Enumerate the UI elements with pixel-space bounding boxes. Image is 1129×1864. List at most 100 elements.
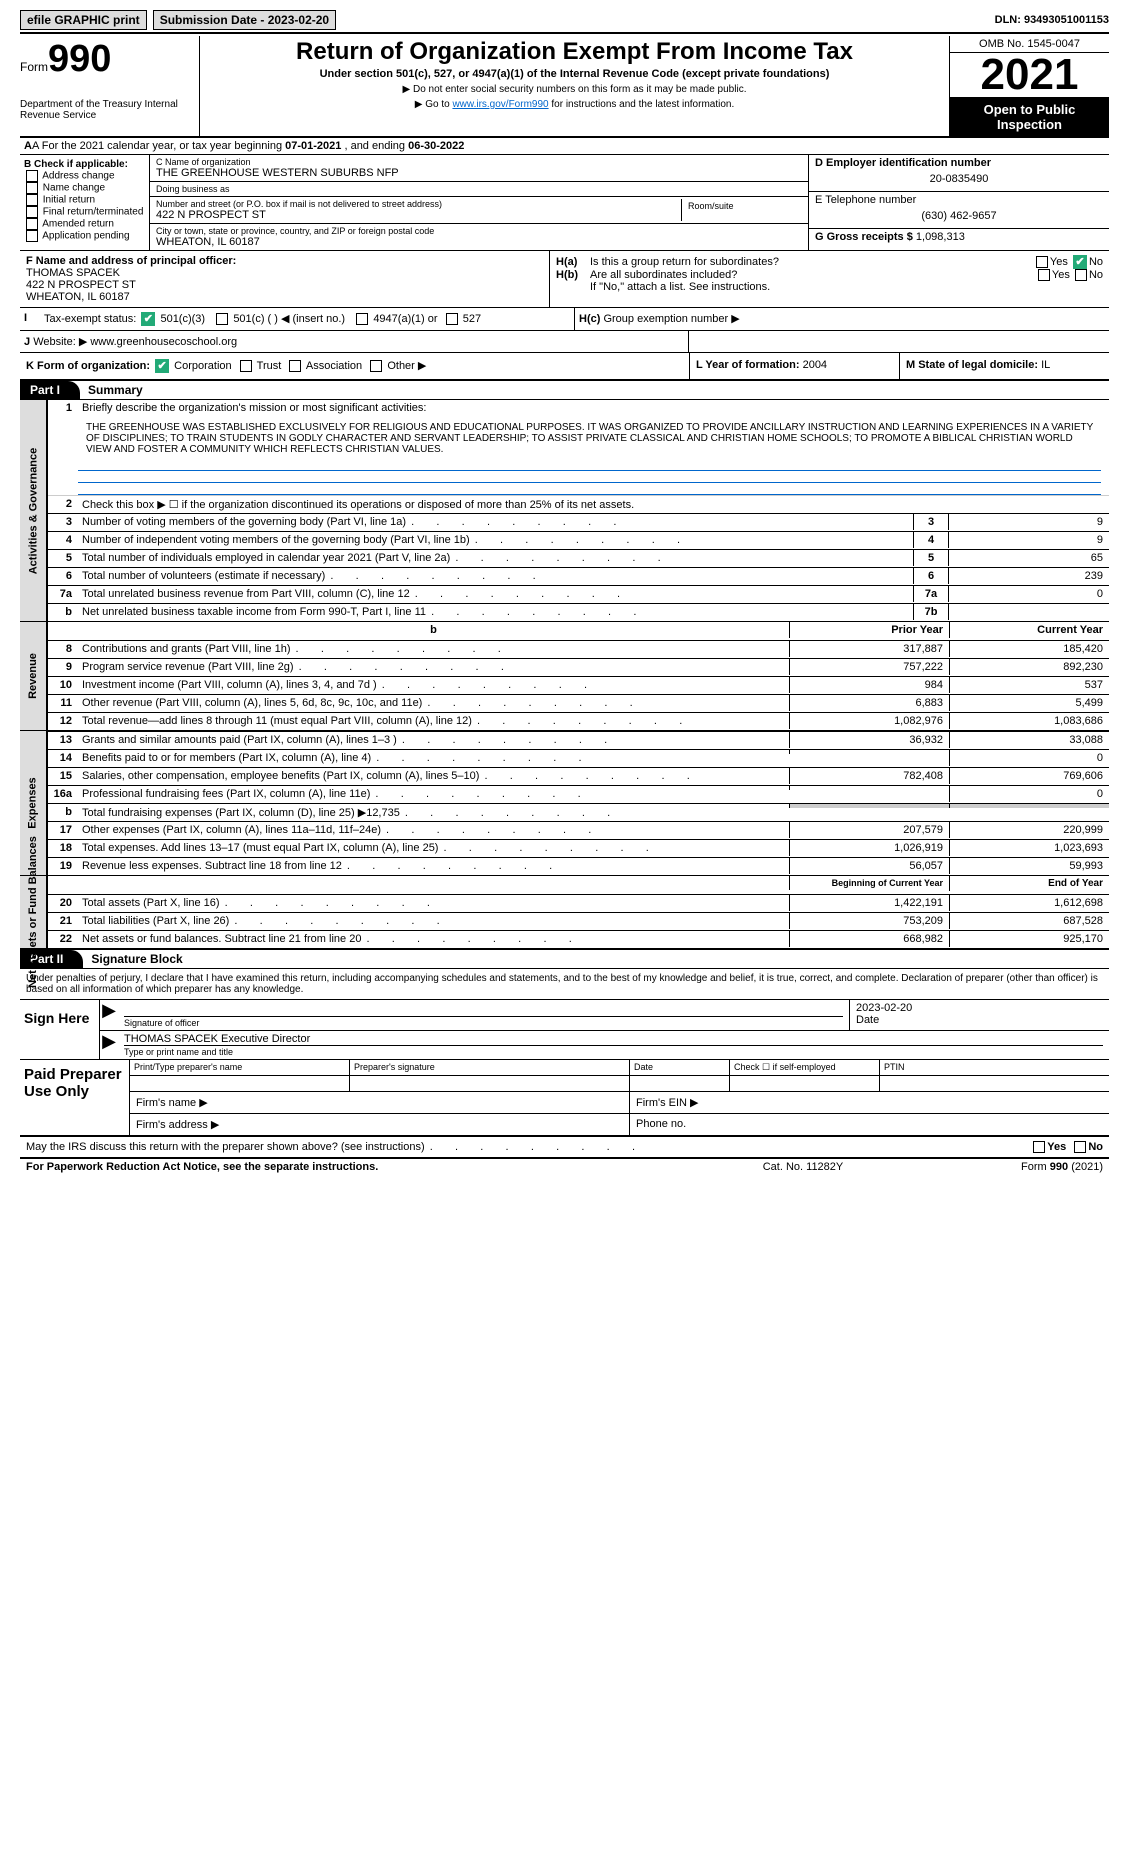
- chk-app-pending[interactable]: Application pending: [24, 230, 145, 242]
- table-row: 15Salaries, other compensation, employee…: [48, 767, 1109, 785]
- table-row: 11Other revenue (Part VIII, column (A), …: [48, 694, 1109, 712]
- dln: DLN: 93493051001153: [995, 14, 1109, 26]
- chk-initial-return[interactable]: Initial return: [24, 194, 145, 206]
- ha-no-checked: ✔: [1073, 255, 1087, 269]
- table-row: 18Total expenses. Add lines 13–17 (must …: [48, 839, 1109, 857]
- prep-h3: Date: [630, 1060, 730, 1075]
- col-c-org-info: C Name of organization THE GREENHOUSE WE…: [150, 155, 809, 250]
- ein: 20-0835490: [815, 169, 1103, 189]
- hb-text: Are all subordinates included?: [590, 269, 1036, 281]
- table-row: 12Total revenue—add lines 8 through 11 (…: [48, 712, 1109, 730]
- paid-preparer-label: Paid Preparer Use Only: [20, 1060, 130, 1135]
- ein-label: D Employer identification number: [815, 157, 1103, 169]
- col-b-checkboxes: B Check if applicable: Address change Na…: [20, 155, 150, 250]
- hdr-prior: Prior Year: [789, 622, 949, 638]
- table-row: 6Total number of volunteers (estimate if…: [48, 567, 1109, 585]
- table-row: 20Total assets (Part X, line 16)1,422,19…: [48, 894, 1109, 912]
- table-row: 22Net assets or fund balances. Subtract …: [48, 930, 1109, 948]
- table-row: 9Program service revenue (Part VIII, lin…: [48, 658, 1109, 676]
- discuss-q: May the IRS discuss this return with the…: [26, 1141, 1031, 1153]
- chk-amended[interactable]: Amended return: [24, 218, 145, 230]
- org-name: THE GREENHOUSE WESTERN SUBURBS NFP: [156, 167, 802, 179]
- row-k: K Form of organization: ✔ Corporation Tr…: [20, 353, 689, 379]
- org-name-label: C Name of organization: [156, 157, 802, 167]
- l2-text: Check this box ▶ ☐ if the organization d…: [78, 496, 1109, 513]
- hb-note: If "No," attach a list. See instructions…: [556, 281, 1103, 293]
- firm-ein-label: Firm's EIN ▶: [630, 1092, 1109, 1113]
- chk-501c3: ✔: [141, 312, 155, 326]
- row-l: L Year of formation: 2004: [689, 353, 899, 379]
- table-row: 10Investment income (Part VIII, column (…: [48, 676, 1109, 694]
- form-number: Form990: [20, 38, 193, 81]
- note-link: ▶ Go to www.irs.gov/Form990 for instruct…: [208, 99, 941, 110]
- prep-h1: Print/Type preparer's name: [130, 1060, 350, 1075]
- dept-label: Department of the Treasury Internal Reve…: [20, 99, 193, 121]
- part2-title: Signature Block: [83, 950, 190, 968]
- ha-text: Is this a group return for subordinates?: [590, 256, 1034, 268]
- chk-address-change[interactable]: Address change: [24, 170, 145, 182]
- table-row: 16aProfessional fundraising fees (Part I…: [48, 785, 1109, 803]
- arrow-icon: ▶: [100, 1000, 118, 1030]
- open-public-badge: Open to Public Inspection: [950, 98, 1109, 136]
- col-f-officer: F Name and address of principal officer:…: [20, 251, 550, 307]
- dba-label: Doing business as: [156, 184, 802, 194]
- firm-name-label: Firm's name ▶: [130, 1092, 630, 1113]
- firm-addr-label: Firm's address ▶: [130, 1114, 630, 1135]
- sig-officer-label: Signature of officer: [124, 1016, 843, 1028]
- submission-date-btn[interactable]: Submission Date - 2023-02-20: [153, 10, 336, 30]
- vtab-netassets: Net Assets or Fund Balances: [20, 876, 48, 948]
- tax-year: 2021: [950, 53, 1109, 98]
- table-row: 5Total number of individuals employed in…: [48, 549, 1109, 567]
- vtab-activities: Activities & Governance: [20, 400, 48, 621]
- room-label: Room/suite: [688, 201, 796, 211]
- top-bar: efile GRAPHIC print Submission Date - 20…: [20, 10, 1109, 30]
- chk-final-return[interactable]: Final return/terminated: [24, 206, 145, 218]
- mission-text: THE GREENHOUSE WAS ESTABLISHED EXCLUSIVE…: [48, 418, 1109, 459]
- form-title: Return of Organization Exempt From Incom…: [208, 38, 941, 66]
- addr-label: Number and street (or P.O. box if mail i…: [156, 199, 681, 209]
- sign-here-label: Sign Here: [20, 1000, 100, 1059]
- l1-label: Briefly describe the organization's miss…: [78, 400, 1109, 416]
- hdr-current: Current Year: [949, 622, 1109, 638]
- row-i-label: I: [20, 308, 40, 330]
- name-title-label: Type or print name and title: [124, 1045, 1103, 1057]
- prep-h5: PTIN: [880, 1060, 1109, 1075]
- city-label: City or town, state or province, country…: [156, 226, 802, 236]
- vtab-revenue: Revenue: [20, 622, 48, 730]
- form-ref: Form 990 (2021): [903, 1161, 1103, 1173]
- officer-city: WHEATON, IL 60187: [26, 291, 130, 303]
- tel-label: E Telephone number: [815, 194, 1103, 206]
- chk-corp: ✔: [155, 359, 169, 373]
- officer-addr: 422 N PROSPECT ST: [26, 279, 136, 291]
- gross-label: G Gross receipts $: [815, 231, 913, 243]
- sig-date: 2023-02-20: [856, 1002, 1103, 1014]
- table-row: 7aTotal unrelated business revenue from …: [48, 585, 1109, 603]
- table-row: 21Total liabilities (Part X, line 26)753…: [48, 912, 1109, 930]
- sig-intro: Under penalties of perjury, I declare th…: [20, 969, 1109, 1000]
- col-h: H(a) Is this a group return for subordin…: [550, 251, 1109, 307]
- table-row: 4Number of independent voting members of…: [48, 531, 1109, 549]
- table-row: bNet unrelated business taxable income f…: [48, 603, 1109, 621]
- part1-title: Summary: [80, 381, 151, 399]
- irs-link[interactable]: www.irs.gov/Form990: [452, 99, 548, 110]
- chk-name-change[interactable]: Name change: [24, 182, 145, 194]
- hdr-begin: Beginning of Current Year: [789, 876, 949, 890]
- table-row: 14Benefits paid to or for members (Part …: [48, 749, 1109, 767]
- website: www.greenhousecoschool.org: [90, 336, 237, 348]
- table-row: 19Revenue less expenses. Subtract line 1…: [48, 857, 1109, 875]
- note-ssn: ▶ Do not enter social security numbers o…: [208, 84, 941, 95]
- table-row: bTotal fundraising expenses (Part IX, co…: [48, 803, 1109, 821]
- sig-date-label: Date: [856, 1014, 1103, 1026]
- table-row: 13Grants and similar amounts paid (Part …: [48, 731, 1109, 749]
- efile-btn[interactable]: efile GRAPHIC print: [20, 10, 147, 30]
- col-d: D Employer identification number 20-0835…: [809, 155, 1109, 250]
- row-m: M State of legal domicile: IL: [899, 353, 1109, 379]
- table-row: 17Other expenses (Part IX, column (A), l…: [48, 821, 1109, 839]
- hdr-end: End of Year: [949, 876, 1109, 891]
- tel: (630) 462-9657: [815, 206, 1103, 226]
- part1-hdr: Part I: [20, 381, 80, 399]
- table-row: 8Contributions and grants (Part VIII, li…: [48, 640, 1109, 658]
- row-a-tax-year: AA For the 2021 calendar year, or tax ye…: [20, 138, 1109, 155]
- addr: 422 N PROSPECT ST: [156, 209, 681, 221]
- city: WHEATON, IL 60187: [156, 236, 802, 248]
